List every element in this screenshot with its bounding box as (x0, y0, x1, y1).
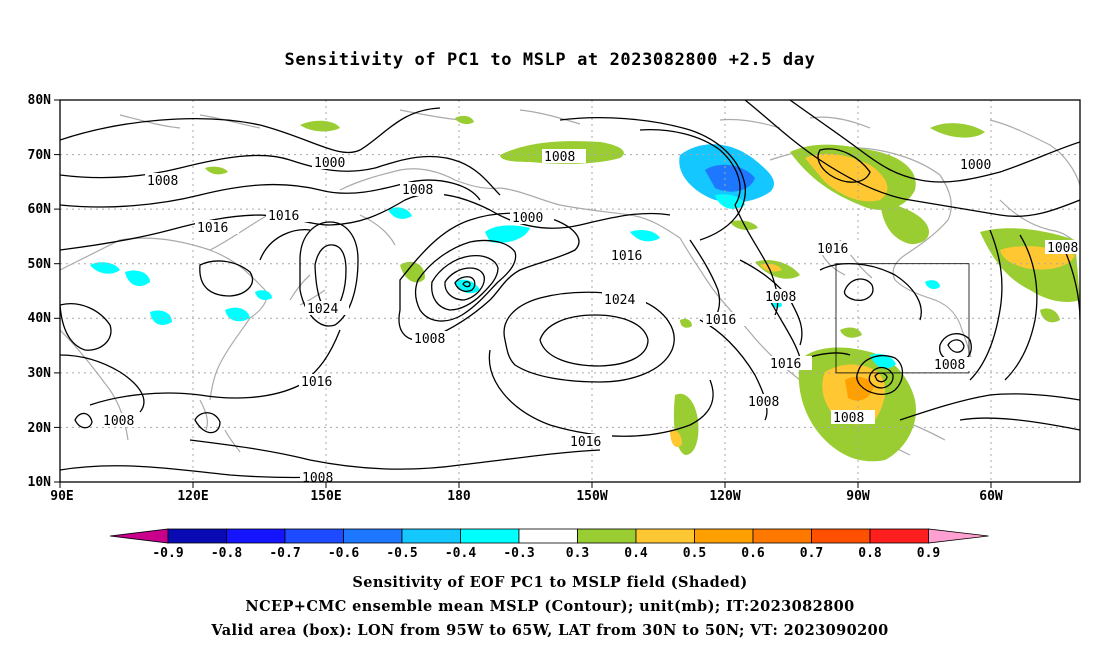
contour-label-1000: 1000 1000 1000 (312, 155, 1002, 226)
colorbar-tick-label: 0.3 (566, 546, 589, 561)
colorbar-swatch (577, 528, 637, 544)
colorbar-tick-label: -0.4 (445, 546, 476, 561)
lat-label: 70N (28, 148, 52, 163)
svg-text:1008: 1008 (302, 471, 333, 486)
colorbar-tick-label: 0.8 (858, 546, 882, 561)
colorbar (109, 528, 989, 544)
svg-text:1008: 1008 (1047, 241, 1078, 256)
svg-text:1008: 1008 (544, 150, 575, 165)
lon-label: 120E (177, 489, 208, 504)
caption-line-3: Valid area (box): LON from 95W to 65W, L… (211, 622, 889, 639)
svg-text:1016: 1016 (268, 209, 299, 224)
svg-text:1008: 1008 (833, 411, 864, 426)
lon-label: 150W (576, 489, 607, 504)
colorbar-swatch (518, 528, 578, 544)
map-title: Sensitivity of PC1 to MSLP at 2023082800… (284, 50, 816, 70)
colorbar-tick-label: 0.6 (741, 546, 765, 561)
colorbar-swatch (343, 528, 403, 544)
svg-text:1016: 1016 (770, 357, 801, 372)
lon-label: 90E (50, 489, 73, 504)
lat-label: 40N (28, 311, 52, 326)
lon-label: 150E (310, 489, 341, 504)
colorbar-swatch (226, 528, 286, 544)
svg-text:1024: 1024 (307, 302, 338, 317)
svg-text:1008: 1008 (414, 332, 445, 347)
svg-text:1024: 1024 (604, 293, 635, 308)
colorbar-swatch (635, 528, 695, 544)
caption-line-1: Sensitivity of EOF PC1 to MSLP field (Sh… (352, 574, 748, 591)
colorbar-arrow-right (928, 528, 989, 544)
lon-label: 120W (709, 489, 740, 504)
map-frame (59, 99, 1081, 483)
valid-area-box (835, 263, 970, 374)
axis-ticks (54, 99, 992, 488)
colorbar-swatch (811, 528, 871, 544)
colorbar-swatch (167, 528, 227, 544)
colorbar-arrow-left (109, 528, 169, 544)
longitude-labels: 90E 120E 150E 180 150W 120W 90W 60W (50, 489, 1003, 504)
colorbar-swatch (694, 528, 754, 544)
colorbar-tick-label: 0.5 (683, 546, 706, 561)
svg-text:1000: 1000 (960, 158, 991, 173)
colorbar-tick-label: -0.5 (386, 546, 417, 561)
colorbar-labels: -0.9 -0.8 -0.7 -0.6 -0.5 -0.4 -0.3 0.3 0.4 0.5 0.6… (152, 546, 940, 561)
lat-label: 10N (28, 475, 52, 490)
svg-text:1008: 1008 (147, 174, 178, 189)
latitude-labels: 80N 70N 60N 50N 40N 30N 20N 10N (28, 93, 52, 490)
colorbar-tick-label: 0.7 (800, 546, 823, 561)
svg-text:1016: 1016 (611, 249, 642, 264)
lat-label: 30N (28, 366, 52, 381)
mslp-contours (60, 100, 1080, 479)
colorbar-tick-label: -0.8 (211, 546, 242, 561)
colorbar-tick-label: -0.7 (269, 546, 300, 561)
contour-label-1016: 1016 1016 1016 1016 1016 1016 1016 1016 (195, 208, 859, 450)
svg-text:1016: 1016 (301, 375, 332, 390)
svg-text:1008: 1008 (765, 290, 796, 305)
colorbar-swatch (284, 528, 344, 544)
colorbar-tick-label: 0.9 (917, 546, 940, 561)
lon-label: 180 (447, 489, 471, 504)
svg-text:1016: 1016 (705, 313, 736, 328)
colorbar-swatch (869, 528, 929, 544)
svg-text:1008: 1008 (402, 183, 433, 198)
colorbar-swatch (401, 528, 461, 544)
svg-text:1000: 1000 (512, 211, 543, 226)
lon-label: 90W (846, 489, 870, 504)
colorbar-tick-label: -0.6 (328, 546, 359, 561)
contour-label-1024: 1024 1024 (305, 292, 646, 317)
colorbar-swatch (460, 528, 520, 544)
colorbar-tick-label: -0.3 (503, 546, 534, 561)
svg-text:1016: 1016 (570, 435, 601, 450)
svg-text:1008: 1008 (103, 414, 134, 429)
lat-label: 80N (28, 93, 52, 108)
colorbar-swatch (752, 528, 812, 544)
contour-labels: 1000 1000 1000 1008 1008 1008 1008 1008 … (101, 149, 1080, 486)
svg-text:1008: 1008 (934, 358, 965, 373)
colorbar-tick-label: -0.9 (152, 546, 183, 561)
lat-label: 60N (28, 202, 52, 217)
lat-label: 50N (28, 257, 52, 272)
svg-text:1000: 1000 (314, 156, 345, 171)
lon-label: 60W (979, 489, 1003, 504)
caption-line-2: NCEP+CMC ensemble mean MSLP (Contour); u… (245, 598, 855, 615)
svg-text:1016: 1016 (197, 221, 228, 236)
lat-label: 20N (28, 421, 52, 436)
contour-label-1008: 1008 1008 1008 1008 1008 1008 1008 1008 … (101, 149, 1080, 486)
svg-text:1008: 1008 (748, 395, 779, 410)
svg-text:1016: 1016 (817, 242, 848, 257)
colorbar-tick-label: 0.4 (624, 546, 648, 561)
